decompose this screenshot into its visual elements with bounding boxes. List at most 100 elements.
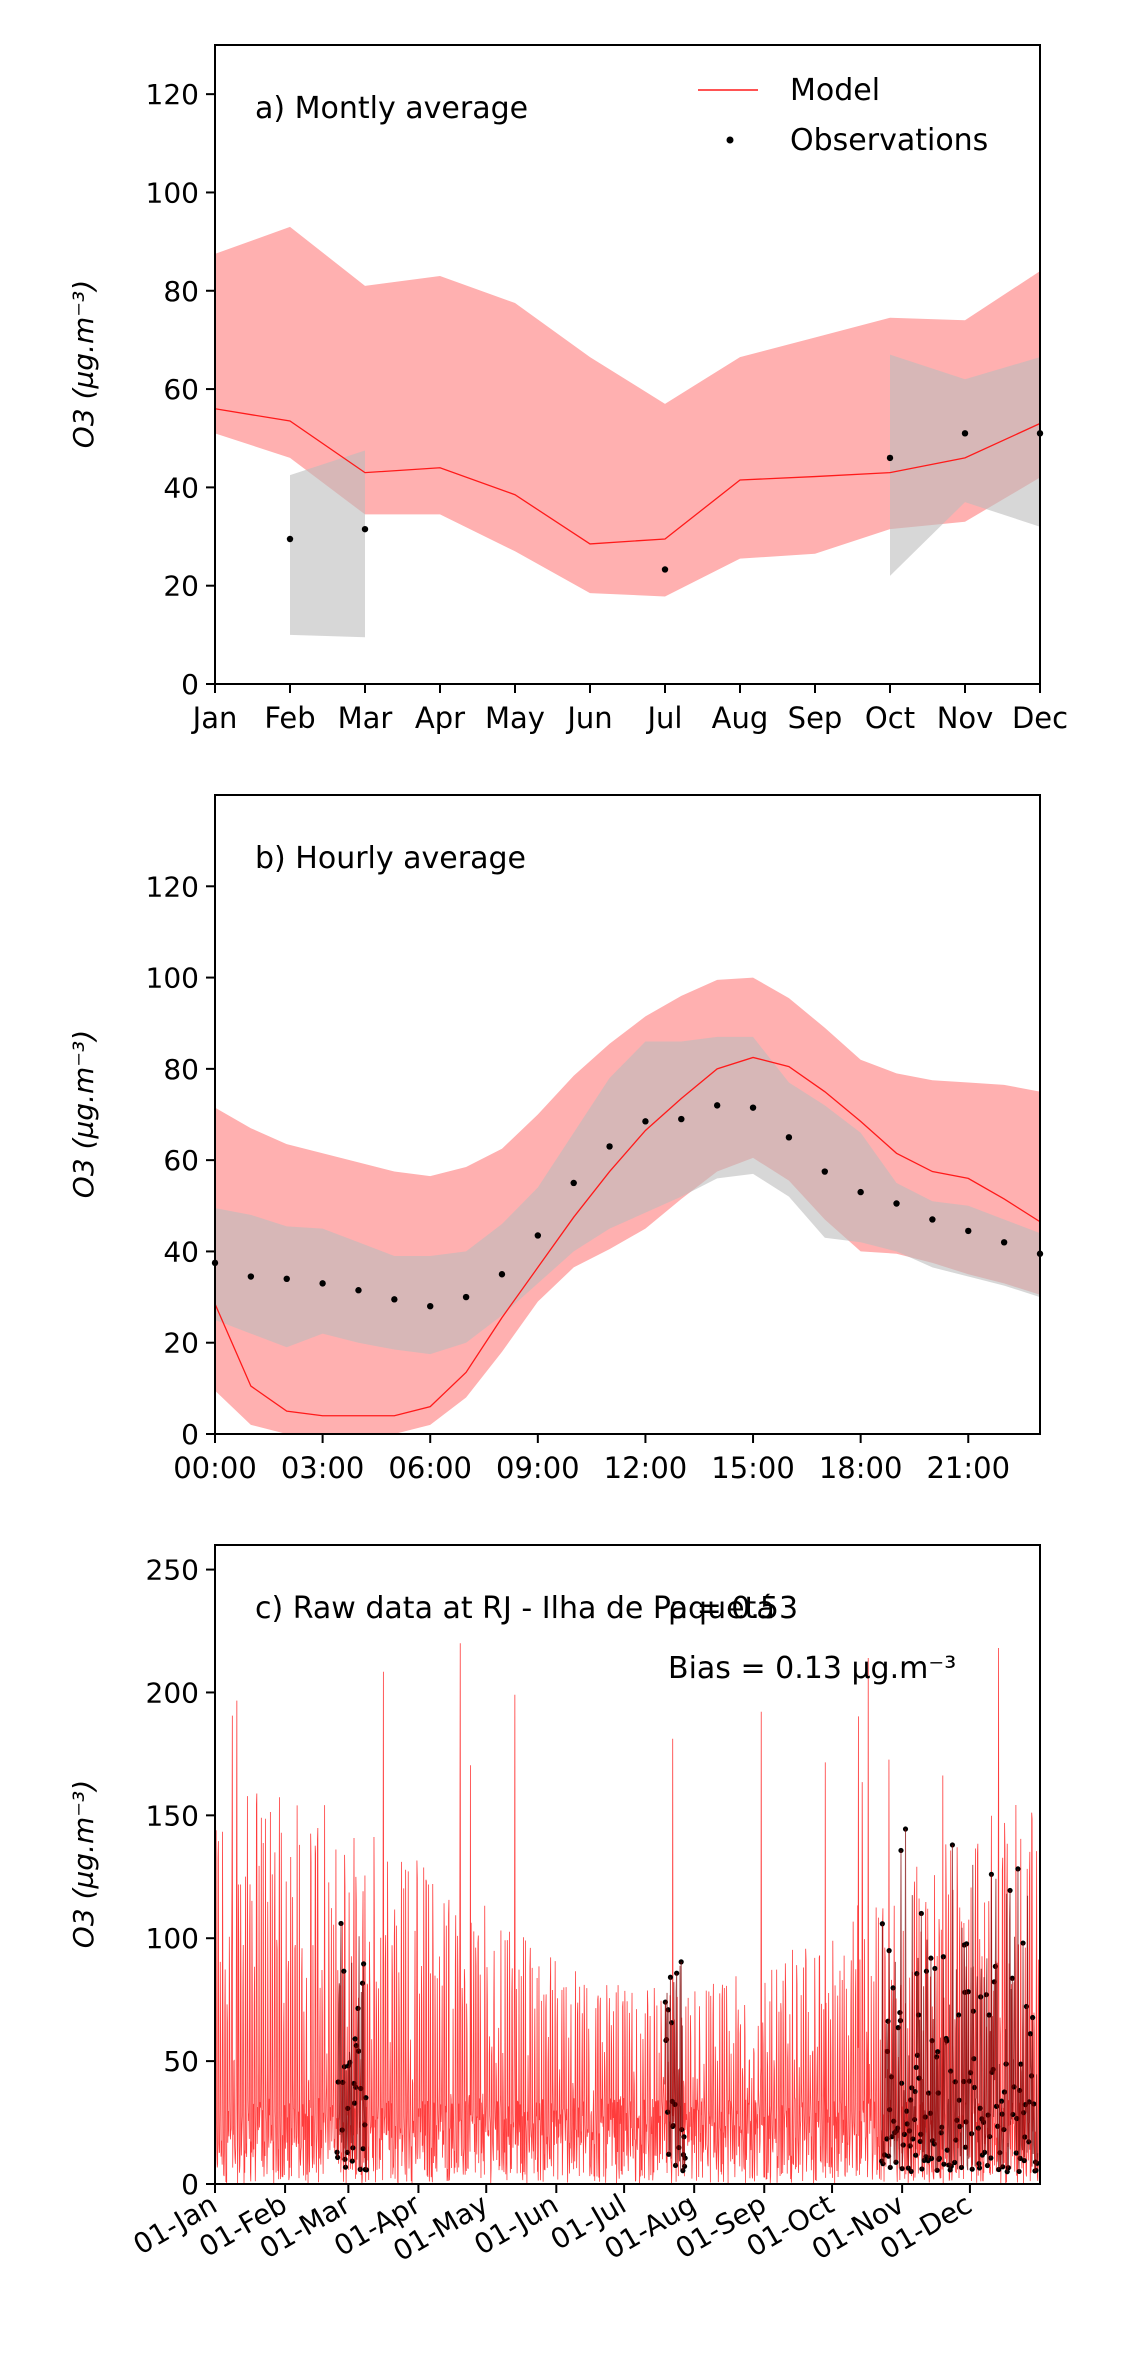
x-tick-label: 06:00 — [388, 1451, 472, 1485]
x-tick-label: 03:00 — [281, 1451, 365, 1485]
x-tick-label: 15:00 — [711, 1451, 795, 1485]
observation-point — [427, 1303, 434, 1310]
panel-c-y-label: O3 (µg.m⁻³) — [67, 1780, 100, 1948]
observation-point — [857, 1188, 864, 1196]
x-tick-label: Jul — [646, 701, 683, 735]
y-tick-label: 0 — [181, 2168, 199, 2201]
y-tick-label: 50 — [163, 2045, 199, 2078]
y-tick-label: 40 — [163, 471, 199, 504]
uncertainty-band — [215, 226, 1040, 597]
y-tick-label: 20 — [163, 570, 199, 603]
y-tick-label: 20 — [163, 1327, 199, 1360]
x-tick-label: 12:00 — [604, 1451, 688, 1485]
x-tick-label: 09:00 — [496, 1451, 580, 1485]
y-tick-label: 100 — [146, 176, 199, 209]
panel-c-observation-series — [334, 1826, 1040, 2175]
panel-c: 0 50 100 150 200 250 01-Jan01-Feb01-Mar01-Apr… — [67, 1544, 1041, 2268]
x-tick-label: Dec — [1012, 701, 1068, 735]
y-tick-label: 250 — [146, 1554, 199, 1587]
y-tick-label: 40 — [163, 1235, 199, 1268]
panel-a-frame — [214, 44, 1041, 685]
panel-b-bands — [215, 977, 1040, 1434]
panel-a-y-label: O3 (µg.m⁻³) — [67, 280, 100, 448]
panel-b-y-axis: 0 20 40 60 80 100 120 — [146, 870, 215, 1451]
x-tick-label: Jun — [565, 701, 612, 735]
observation-point — [785, 1134, 793, 1141]
panel-b-points — [211, 1102, 1044, 1310]
legend: Model Observations — [698, 73, 988, 158]
panel-c-x-axis: 01-Jan01-Feb01-Mar01-Apr01-May01-Jun01-J… — [128, 2184, 977, 2268]
panel-a-label: a) Montly average — [255, 91, 528, 126]
x-tick-label: Jan — [191, 701, 238, 735]
observation-trace — [336, 1923, 367, 2172]
panel-a: 0 20 40 60 80 100 120 Jan Feb Mar Apr May Jun Jul Aug… — [67, 44, 1068, 735]
x-tick-label: 00:00 — [173, 1451, 257, 1485]
observation-point — [606, 1143, 613, 1150]
x-tick-label: 18:00 — [819, 1451, 903, 1485]
observation-point — [749, 1104, 757, 1111]
observation-point — [886, 454, 894, 462]
observation-point — [661, 566, 669, 573]
y-tick-label: 100 — [146, 962, 199, 995]
panel-b: 0 20 40 60 80 100 120 00:00 03:00 06:00 09:00 12:0… — [67, 794, 1044, 1485]
y-tick-label: 150 — [146, 1799, 199, 1832]
panel-c-y-axis: 0 50 100 150 200 250 — [146, 1554, 215, 2201]
uncertainty-band — [290, 450, 365, 638]
legend-observations-label: Observations — [790, 123, 988, 158]
observation-point — [642, 1118, 649, 1125]
panel-a-lines — [215, 408, 1040, 545]
panel-c-frame — [214, 1544, 1041, 2185]
uncertainty-band — [890, 354, 1040, 576]
uncertainty-band — [215, 1036, 1040, 1355]
y-tick-label: 100 — [146, 1922, 199, 1955]
observation-point — [821, 1168, 828, 1175]
y-tick-label: 200 — [146, 1676, 199, 1709]
x-tick-label: Aug — [712, 701, 769, 735]
observation-point — [893, 1200, 900, 1207]
panel-a-bands — [215, 226, 1040, 638]
y-tick-label: 60 — [163, 373, 199, 406]
x-tick-label: Feb — [264, 701, 315, 735]
panel-b-frame — [214, 794, 1041, 1435]
observation-point — [929, 1216, 936, 1223]
panel-c-correlation: ρ = 0.53 — [668, 1591, 798, 1626]
x-tick-label: 21:00 — [926, 1451, 1010, 1485]
observation-point — [462, 1293, 470, 1301]
observation-point — [534, 1232, 542, 1239]
panel-b-lines — [215, 1056, 1040, 1417]
observation-point — [319, 1280, 326, 1287]
panel-b-y-label: O3 (µg.m⁻³) — [67, 1030, 100, 1198]
panel-b-x-axis: 00:00 03:00 06:00 09:00 12:00 15:00 18:00 21:00 — [173, 1434, 1010, 1485]
y-tick-label: 120 — [146, 78, 199, 111]
observation-point — [361, 525, 369, 533]
observation-point — [498, 1271, 506, 1278]
observation-point — [570, 1179, 577, 1187]
y-tick-label: 0 — [181, 1418, 199, 1451]
panel-c-label: c) Raw data at RJ - Ilha de Paquetá — [255, 1591, 775, 1626]
y-tick-label: 80 — [163, 1053, 199, 1086]
observation-point — [286, 535, 294, 543]
y-tick-label: 60 — [163, 1144, 199, 1177]
observation-point — [961, 430, 969, 437]
observation-point — [1000, 1239, 1008, 1246]
legend-model-label: Model — [790, 73, 880, 108]
observation-point — [678, 1115, 685, 1123]
legend-observations-marker — [726, 136, 734, 144]
panel-a-x-axis: Jan Feb Mar Apr May Jun Jul Aug Sep Oct Nov Dec — [191, 684, 1068, 735]
x-tick-label: May — [485, 701, 545, 735]
observation-point — [391, 1296, 398, 1303]
observation-point — [965, 1227, 972, 1235]
observation-point — [283, 1275, 290, 1283]
observation-trace — [664, 1961, 686, 2171]
observation-trace — [881, 1829, 1039, 2172]
x-tick-label: Oct — [865, 701, 915, 735]
x-tick-label: Mar — [338, 701, 393, 735]
observation-point — [247, 1273, 255, 1280]
x-tick-label: Sep — [788, 701, 843, 735]
model-line — [215, 408, 1040, 545]
y-tick-label: 80 — [163, 275, 199, 308]
panel-c-bias: Bias = 0.13 µg.m⁻³ — [668, 1651, 956, 1686]
y-tick-label: 120 — [146, 870, 199, 903]
panel-a-y-axis: 0 20 40 60 80 100 120 — [146, 78, 215, 701]
model-line — [215, 1056, 1040, 1417]
